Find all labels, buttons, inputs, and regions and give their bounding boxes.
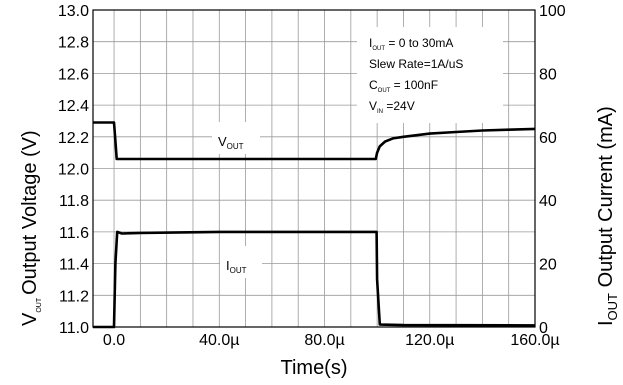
y-right-tick-label: 0 xyxy=(539,320,548,337)
y-left-tick-label: 12.6 xyxy=(58,66,89,83)
x-tick-labels: 0.0 40.0µ 80.0µ 120.0µ 160.0µ xyxy=(103,332,560,349)
y-right-tick-labels: 0 20 40 60 80 100 xyxy=(539,3,566,337)
y-right-axis-main: Output Current (mA) xyxy=(595,106,617,293)
x-tick-label: 80.0µ xyxy=(304,332,344,349)
annotation-line: IOUT = 0 to 30mA xyxy=(369,36,453,52)
annotation-line: COUT = 100nF xyxy=(369,78,438,94)
x-axis-title: Time(s) xyxy=(280,357,347,379)
y-left-tick-label: 13.0 xyxy=(58,3,89,20)
y-right-tick-label: 60 xyxy=(539,130,557,147)
y-left-tick-label: 11.2 xyxy=(59,288,89,305)
y-right-axis-sub: OUT xyxy=(605,293,620,321)
y-right-axis-title: IOUT Output Current (mA) xyxy=(595,106,620,326)
y-left-axis-sub: OUT xyxy=(36,297,43,313)
y-left-tick-label: 12.8 xyxy=(58,35,89,52)
labels-layer: VOUT IOUT xyxy=(212,122,262,278)
series-label-bg xyxy=(220,246,262,278)
annotation-line: Slew Rate=1A/uS xyxy=(369,57,463,71)
x-tick-label: 0.0 xyxy=(103,332,125,349)
annotation-line: VIN =24V xyxy=(369,99,415,115)
series-label-bg xyxy=(212,122,260,154)
series-line-iout xyxy=(93,230,536,329)
annotation-box: IOUT = 0 to 30mA Slew Rate=1A/uS COUT = 10… xyxy=(357,27,503,123)
y-left-tick-label: 11.0 xyxy=(59,320,89,337)
x-tick-label: 160.0µ xyxy=(510,332,559,349)
y-right-axis-prefix: I xyxy=(595,320,617,326)
y-left-tick-label: 12.2 xyxy=(58,130,89,147)
series-label-vout: VOUT xyxy=(218,134,244,151)
y-left-tick-label: 12.4 xyxy=(58,98,89,115)
y-left-tick-label: 11.8 xyxy=(59,193,89,210)
series-line-vout xyxy=(93,121,536,161)
y-left-axis-title: VOUT Output Voltage (V) xyxy=(19,130,43,326)
y-right-tick-label: 100 xyxy=(539,3,566,20)
series-layer xyxy=(93,121,536,329)
y-left-tick-label: 11.4 xyxy=(59,257,89,274)
x-tick-label: 120.0µ xyxy=(405,332,454,349)
y-right-tick-label: 20 xyxy=(539,257,557,274)
plot-border xyxy=(92,9,536,328)
y-left-tick-labels: 11.0 11.2 11.4 11.6 11.8 12.0 12.2 12.4 12.6 12.8… xyxy=(58,3,89,337)
y-left-axis-main: Output Voltage (V) xyxy=(19,130,41,295)
x-tick-label: 40.0µ xyxy=(199,332,239,349)
y-left-tick-label: 12.0 xyxy=(58,162,89,179)
y-left-axis-prefix: V xyxy=(19,312,41,326)
y-left-tick-label: 11.6 xyxy=(59,225,89,242)
y-right-tick-label: 40 xyxy=(539,193,557,210)
annotation-bg xyxy=(357,27,503,123)
series-label-iout: IOUT xyxy=(226,258,247,275)
y-right-tick-label: 80 xyxy=(539,66,557,83)
